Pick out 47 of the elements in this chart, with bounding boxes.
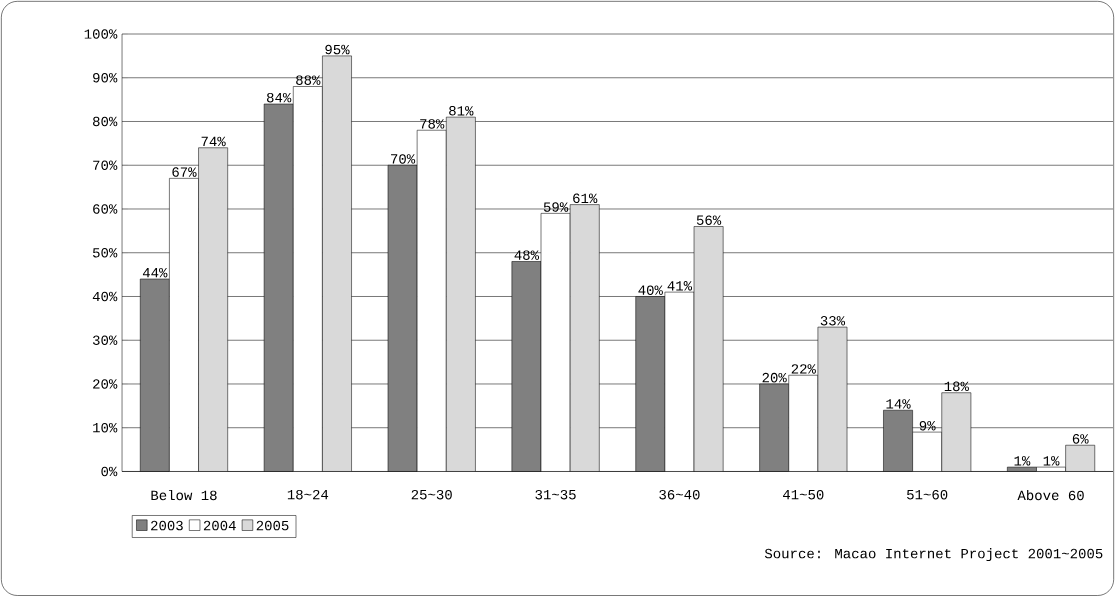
- data-label: 61%: [573, 193, 598, 204]
- data-label: 14%: [886, 399, 911, 409]
- y-tick-label: 20%: [93, 379, 118, 389]
- y-tick-label: 50%: [92, 248, 118, 258]
- data-label: 44%: [142, 268, 168, 278]
- y-tick-label: 0%: [101, 466, 118, 477]
- data-label: 59%: [543, 202, 569, 212]
- y-tick-label: 60%: [93, 204, 118, 214]
- data-label: 67%: [172, 167, 197, 177]
- x-tick-label: 41~50: [783, 489, 824, 500]
- data-label: 48%: [514, 250, 540, 260]
- y-tick-label: 40%: [92, 291, 118, 302]
- y-tick-label: 100%: [84, 29, 118, 39]
- x-tick-label: Above 60: [1017, 489, 1084, 501]
- y-tick-label: 80%: [93, 116, 118, 127]
- data-label: 81%: [449, 106, 474, 116]
- legend-label: 2005: [256, 520, 289, 531]
- x-tick-label: 18~24: [287, 489, 329, 500]
- x-tick-label: 51~60: [907, 489, 948, 500]
- y-tick-label: 10%: [93, 423, 118, 433]
- data-label: 1%: [1043, 456, 1060, 466]
- data-label: 1%: [1014, 456, 1031, 466]
- data-label: 9%: [919, 421, 936, 431]
- x-tick-label: 36~40: [659, 489, 700, 500]
- data-label: 84%: [266, 92, 292, 103]
- x-tick-label: 31~35: [535, 489, 576, 500]
- source-note: Source: Macao Internet Project 2001~2005: [764, 548, 1103, 562]
- data-label: 88%: [296, 75, 321, 85]
- data-label: 18%: [944, 381, 969, 392]
- legend-label: 2004: [203, 520, 236, 531]
- y-tick-label: 90%: [93, 73, 118, 83]
- data-label: 56%: [696, 215, 722, 225]
- data-label: 41%: [667, 281, 693, 291]
- x-tick-label: 25~30: [411, 489, 452, 500]
- data-label: 74%: [201, 136, 226, 147]
- data-label: 40%: [638, 285, 663, 295]
- x-tick-label: Below 18: [151, 489, 217, 501]
- data-label: 33%: [820, 316, 846, 326]
- y-tick-label: 30%: [92, 335, 118, 346]
- y-tick-label: 70%: [93, 160, 118, 171]
- data-label: 78%: [420, 119, 445, 129]
- data-label: 95%: [325, 44, 350, 55]
- data-label: 70%: [391, 154, 416, 164]
- data-label: 20%: [762, 372, 787, 383]
- legend-label: 2003: [151, 520, 183, 531]
- data-label: 6%: [1072, 434, 1089, 444]
- data-label: 22%: [791, 364, 816, 374]
